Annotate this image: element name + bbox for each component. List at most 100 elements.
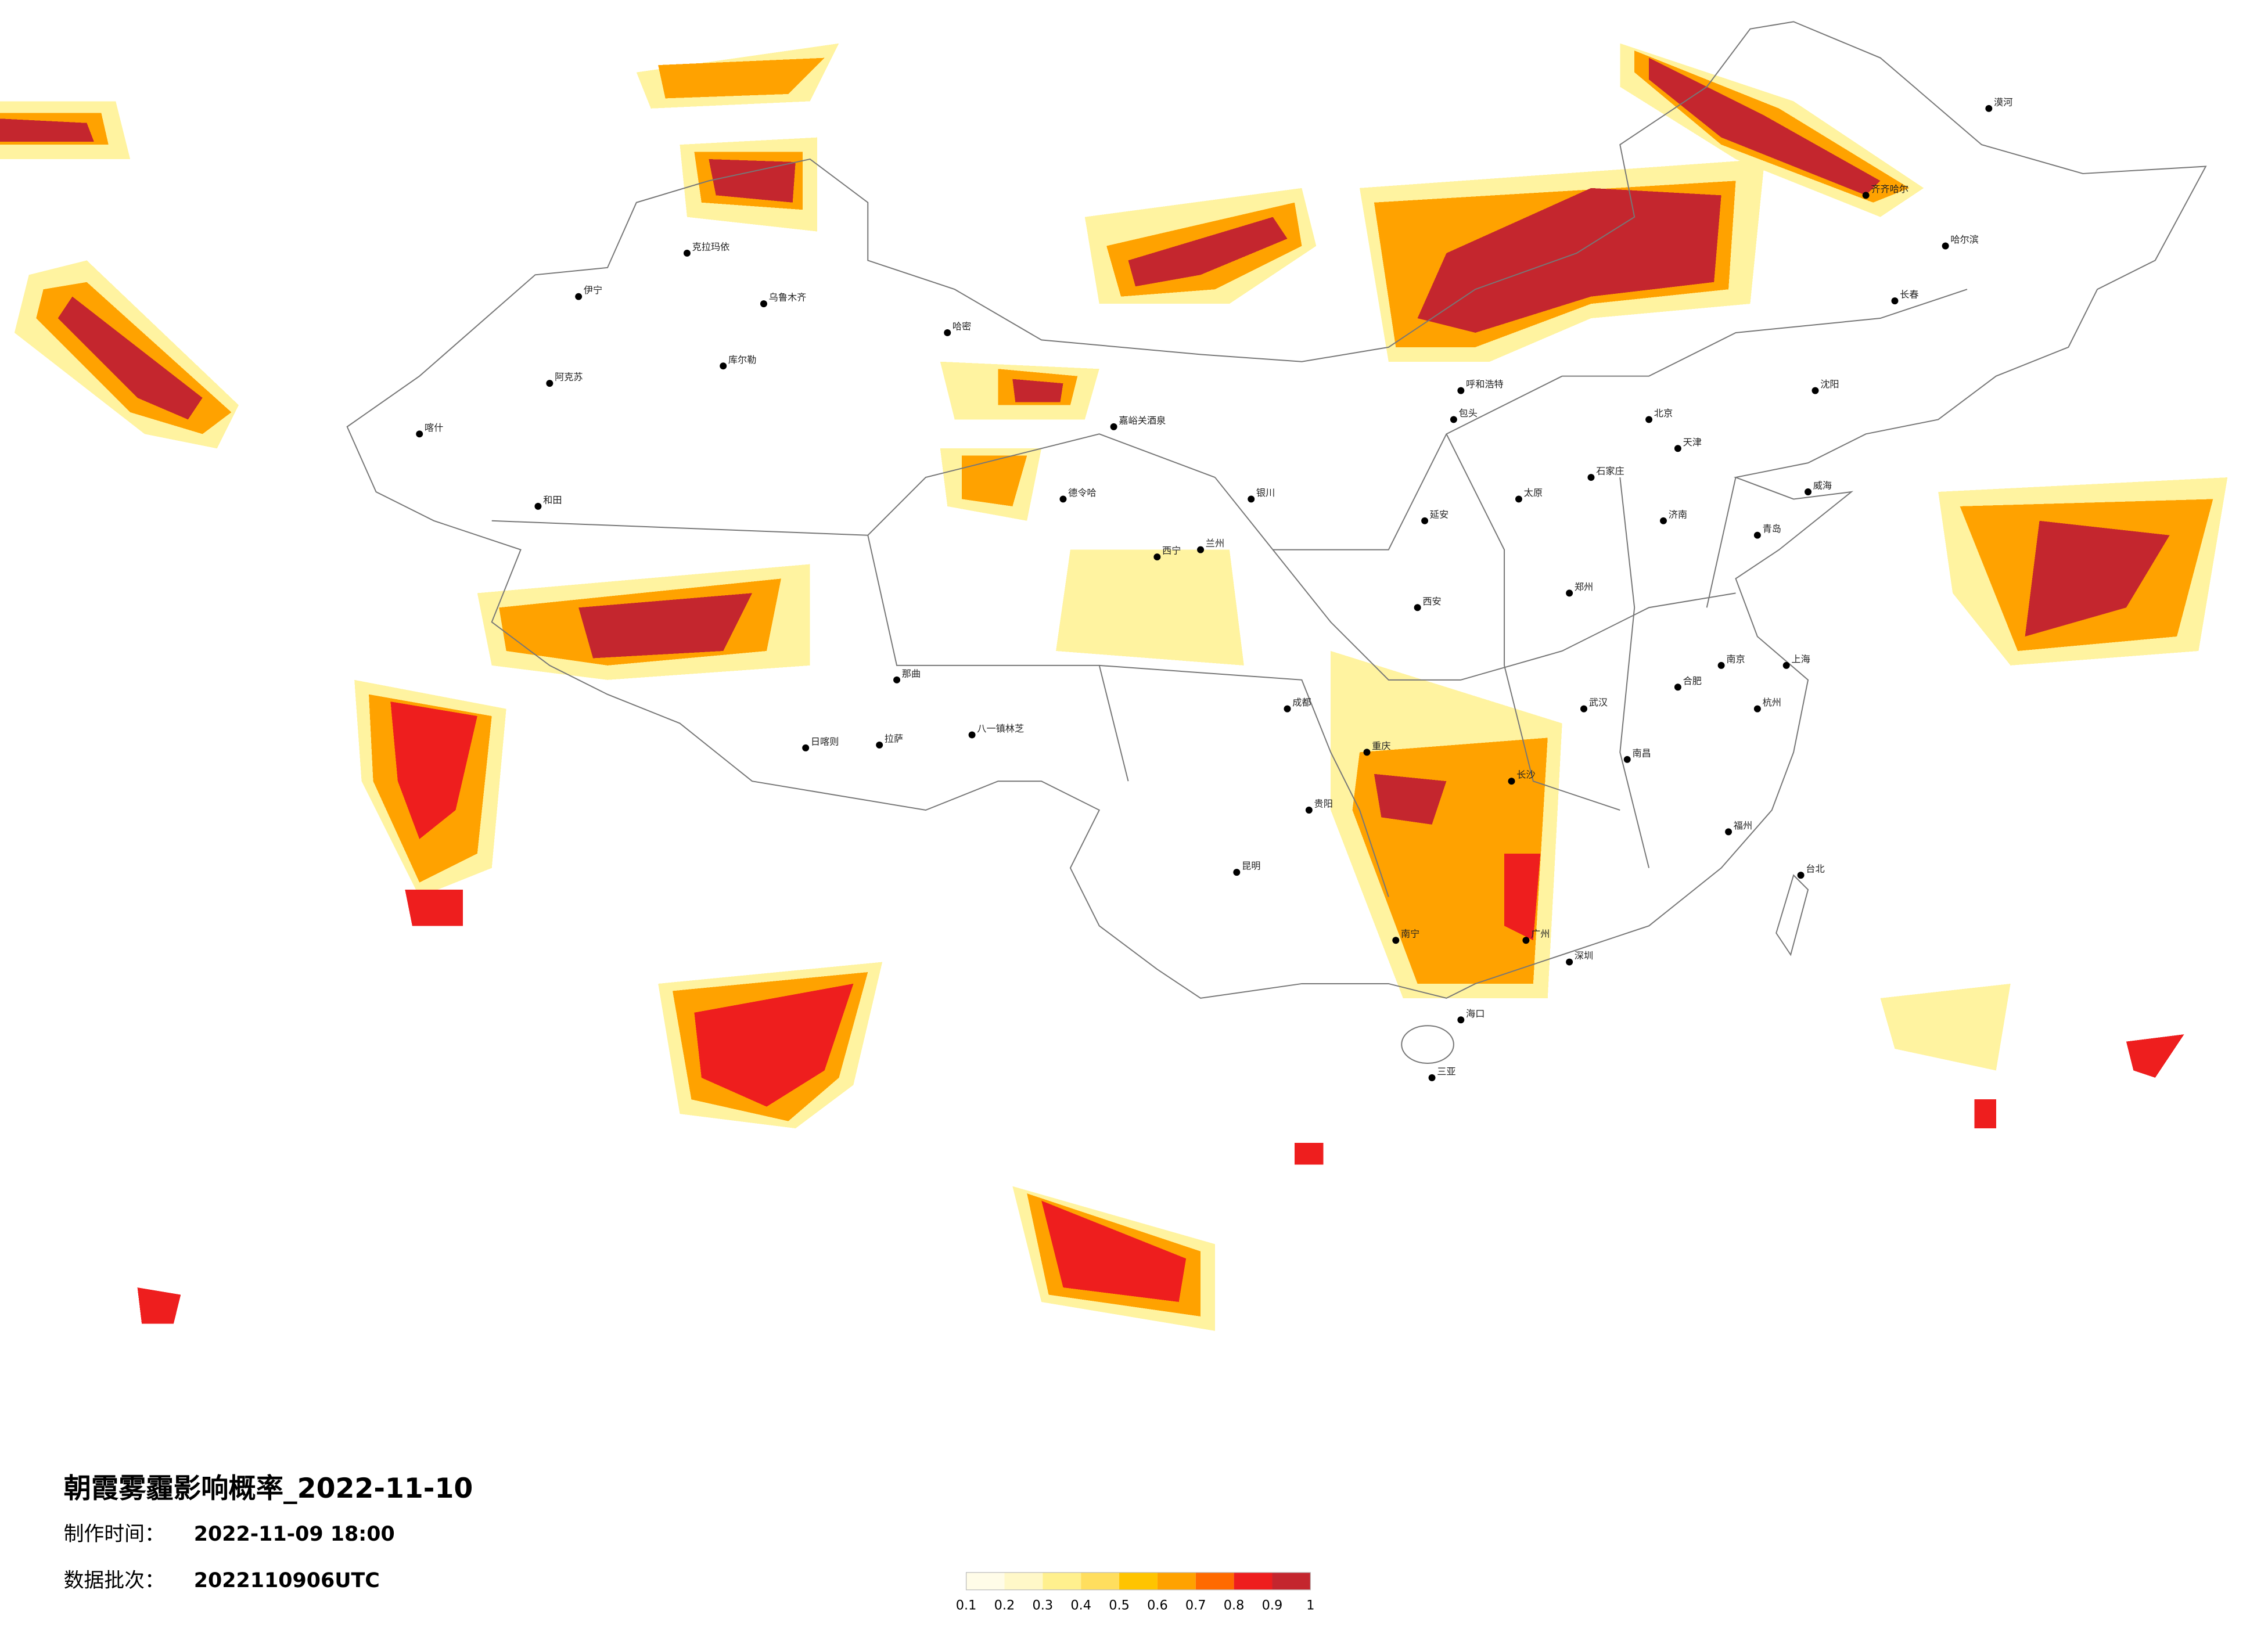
city-label: 喀什 — [425, 422, 443, 433]
city-label: 福州 — [1734, 820, 1752, 831]
city-label: 拉萨 — [885, 733, 903, 744]
haze-layer — [0, 43, 2228, 1331]
city-label: 南宁 — [1401, 929, 1419, 940]
city-dot — [1753, 705, 1761, 713]
city-dot — [1363, 749, 1371, 756]
city-label: 郑州 — [1575, 581, 1593, 592]
city-label: 长春 — [1900, 289, 1918, 300]
city-label: 成都 — [1292, 697, 1311, 708]
city-label: 克拉玛依 — [692, 241, 730, 252]
legend-tick-label: 0.1 — [956, 1598, 977, 1613]
city-label: 威海 — [1813, 480, 1832, 491]
city-dot — [720, 362, 727, 370]
city-label: 太原 — [1524, 487, 1543, 498]
city-dot — [1942, 242, 1949, 250]
city-label: 银川 — [1256, 487, 1275, 498]
city-dot — [1059, 495, 1067, 503]
city-label: 八一镇林芝 — [977, 723, 1024, 734]
legend-swatch — [966, 1572, 1005, 1590]
city-dot — [802, 744, 810, 751]
city-label: 嘉峪关酒泉 — [1119, 415, 1166, 426]
city-label: 哈密 — [953, 321, 971, 332]
city-label: 济南 — [1669, 509, 1687, 520]
legend-tick-label: 0.2 — [994, 1598, 1015, 1613]
city-dot — [1674, 445, 1681, 452]
city-dot — [1805, 488, 1812, 495]
city-dot — [1797, 872, 1805, 879]
legend-swatch — [1272, 1572, 1311, 1590]
city-label: 上海 — [1791, 653, 1810, 664]
city-dot — [1508, 778, 1515, 785]
city-label: 台北 — [1806, 864, 1824, 875]
city-dot — [1305, 807, 1313, 814]
city-dot — [760, 300, 767, 308]
city-label: 青岛 — [1763, 523, 1781, 534]
city-dot — [1414, 604, 1421, 611]
city-label: 乌鲁木齐 — [769, 292, 807, 303]
city-dot — [1566, 958, 1573, 966]
city-label: 南京 — [1726, 653, 1745, 664]
legend-tick-label: 0.8 — [1224, 1598, 1245, 1613]
city-dot — [1811, 387, 1819, 394]
city-dot — [1566, 589, 1573, 597]
city-label: 三亚 — [1437, 1066, 1455, 1077]
info-label: 数据批次： — [64, 1569, 165, 1592]
legend-tick-label: 0.5 — [1109, 1598, 1130, 1613]
city-dot — [1457, 387, 1465, 394]
legend-swatch — [1234, 1572, 1273, 1590]
legend: 0.1 0.2 0.3 0.4 0.5 0.6 0.7 0.8 0.9 1 — [956, 1572, 1314, 1613]
city-dot — [1284, 705, 1291, 713]
city-dot — [534, 502, 542, 510]
province-borders — [491, 289, 1968, 897]
city-label: 石家庄 — [1596, 466, 1624, 477]
city-label: 延安 — [1430, 509, 1448, 520]
city-dot — [1522, 937, 1530, 944]
city-dot — [1392, 937, 1400, 944]
map-title: 朝霞雾霾影响概率_2022-11-10 — [64, 1473, 473, 1505]
city-dot — [416, 430, 423, 438]
city-dot — [1580, 705, 1588, 713]
city-label: 哈尔滨 — [1950, 234, 1979, 245]
info-label: 制作时间： — [64, 1523, 165, 1546]
city-dot — [1862, 192, 1870, 199]
city-label: 齐齐哈尔 — [1871, 184, 1908, 195]
city-dot — [683, 249, 691, 257]
country-outline — [346, 21, 2207, 999]
legend-swatch — [1004, 1572, 1043, 1590]
city-label: 和田 — [543, 494, 562, 505]
city-label: 漠河 — [1994, 96, 2012, 107]
city-label: 德令哈 — [1068, 487, 1097, 498]
city-dot — [1450, 416, 1457, 423]
city-label: 重庆 — [1372, 740, 1390, 751]
info-value: 2022110906UTC — [194, 1569, 380, 1592]
city-dot — [1153, 553, 1161, 561]
city-dot — [1421, 517, 1429, 524]
city-label: 深圳 — [1575, 950, 1593, 961]
legend-swatch — [1081, 1572, 1120, 1590]
city-label: 西安 — [1422, 596, 1441, 607]
borders — [346, 21, 2207, 1064]
city-dot — [876, 741, 883, 749]
info-value: 2022-11-09 18:00 — [194, 1523, 395, 1546]
city-dot — [1110, 423, 1117, 430]
city-label: 那曲 — [902, 668, 921, 679]
city-dot — [1725, 828, 1733, 836]
city-dot — [1753, 531, 1761, 539]
city-label: 广州 — [1531, 929, 1550, 940]
city-dot — [575, 293, 583, 300]
legend-tick-label: 0.3 — [1033, 1598, 1054, 1613]
city-dot — [1782, 661, 1790, 669]
legend-tick-label: 1 — [1306, 1598, 1314, 1613]
city-label: 南昌 — [1632, 747, 1651, 758]
legend-swatch — [1043, 1572, 1081, 1590]
city-label: 阿克苏 — [555, 372, 583, 383]
city-dot — [1717, 661, 1725, 669]
city-dot — [1248, 495, 1255, 503]
city-dot — [1587, 474, 1595, 481]
city-dot — [1197, 546, 1205, 553]
city-label: 伊宁 — [584, 285, 602, 296]
city-label: 呼和浩特 — [1466, 379, 1504, 390]
city-dot — [968, 731, 976, 739]
